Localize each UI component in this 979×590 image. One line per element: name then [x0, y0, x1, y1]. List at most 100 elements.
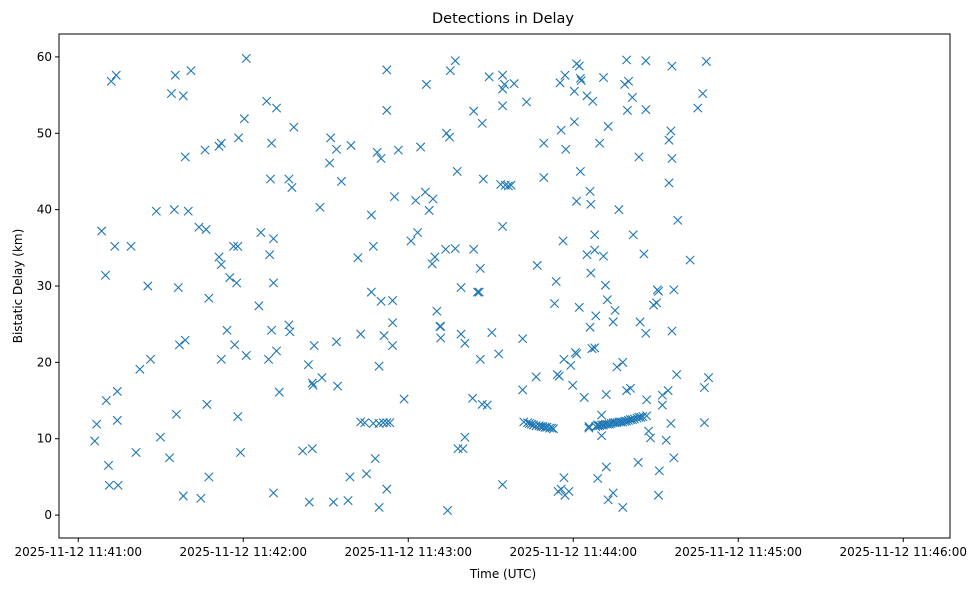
data-point — [366, 287, 376, 297]
data-point — [268, 278, 279, 288]
data-point — [598, 251, 609, 261]
data-point — [576, 75, 586, 86]
data-point — [289, 122, 299, 132]
data-point — [610, 305, 620, 316]
data-point — [519, 417, 529, 427]
data-point — [620, 79, 630, 89]
data-point — [239, 114, 249, 124]
data-point — [343, 495, 353, 506]
plot-frame — [58, 33, 951, 539]
data-point — [256, 227, 266, 238]
data-point — [112, 386, 122, 396]
data-point — [497, 101, 508, 111]
data-point — [598, 72, 609, 83]
x-tick-label: 2025-11-12 11:46:00 — [840, 545, 967, 559]
data-point — [436, 321, 446, 332]
data-point — [571, 349, 582, 359]
data-point — [558, 236, 568, 246]
data-point — [622, 55, 632, 65]
data-point — [574, 302, 584, 312]
data-point — [274, 387, 284, 397]
data-point — [382, 418, 392, 428]
data-point — [539, 172, 549, 183]
data-point — [307, 378, 317, 388]
data-point — [497, 84, 508, 94]
data-point — [664, 178, 674, 188]
data-point — [556, 484, 566, 494]
data-point — [382, 484, 392, 494]
data-point — [201, 224, 211, 235]
data-point — [287, 182, 297, 193]
data-point — [590, 230, 600, 240]
data-point — [661, 435, 671, 445]
data-point — [699, 418, 710, 428]
data-point — [233, 133, 244, 143]
data-point — [356, 329, 366, 339]
data-point — [370, 453, 380, 464]
data-point — [101, 395, 111, 406]
data-point — [497, 479, 508, 490]
data-point — [304, 497, 314, 507]
data-point — [601, 389, 611, 400]
data-point — [174, 340, 185, 350]
x-axis-label: Time (UTC) — [469, 567, 536, 581]
data-point — [568, 380, 578, 390]
data-point — [487, 327, 497, 338]
data-point — [331, 144, 342, 154]
data-point — [554, 371, 564, 381]
data-point — [667, 61, 677, 71]
data-point — [666, 126, 676, 136]
data-point — [584, 421, 594, 432]
data-point — [575, 73, 585, 83]
data-point — [196, 493, 206, 503]
data-point — [644, 426, 654, 436]
data-point — [345, 472, 355, 482]
data-point — [653, 286, 664, 296]
data-point — [608, 488, 618, 498]
data-point — [233, 411, 243, 422]
data-point — [241, 53, 251, 64]
x-tick-label: 2025-11-12 11:42:00 — [180, 545, 307, 559]
y-tick-label: 20 — [37, 355, 52, 369]
data-point — [204, 293, 214, 303]
data-point — [469, 244, 479, 254]
data-point — [518, 334, 528, 344]
data-point — [393, 145, 403, 155]
data-point — [645, 433, 656, 443]
y-tick-label: 10 — [37, 432, 52, 446]
data-point — [303, 360, 314, 370]
data-point — [254, 301, 264, 311]
data-point — [389, 192, 400, 202]
data-point — [216, 138, 226, 148]
data-point — [534, 421, 544, 431]
data-point — [387, 295, 398, 306]
data-point — [450, 243, 460, 254]
data-point — [521, 97, 532, 107]
data-point — [271, 103, 282, 113]
data-point — [379, 331, 389, 341]
data-point — [636, 412, 646, 422]
data-point — [430, 252, 440, 262]
data-point — [325, 158, 335, 168]
data-point — [632, 413, 642, 423]
x-tick-label: 2025-11-12 11:44:00 — [510, 545, 637, 559]
data-point — [590, 245, 600, 255]
data-point — [106, 76, 116, 86]
data-point — [669, 285, 679, 295]
data-point — [603, 495, 613, 505]
data-point — [499, 79, 510, 89]
x-tick-label: 2025-11-12 11:43:00 — [345, 545, 472, 559]
data-point — [200, 145, 210, 155]
data-point — [703, 373, 714, 383]
data-point — [180, 152, 190, 162]
data-point — [559, 473, 569, 483]
data-point — [186, 66, 196, 76]
data-point — [126, 241, 136, 251]
chart-title: Detections in Delay — [432, 11, 574, 27]
data-point — [698, 88, 708, 99]
data-point — [602, 419, 612, 429]
data-point — [385, 418, 395, 428]
data-point — [614, 205, 624, 215]
data-point — [145, 354, 156, 364]
data-point — [478, 174, 488, 184]
